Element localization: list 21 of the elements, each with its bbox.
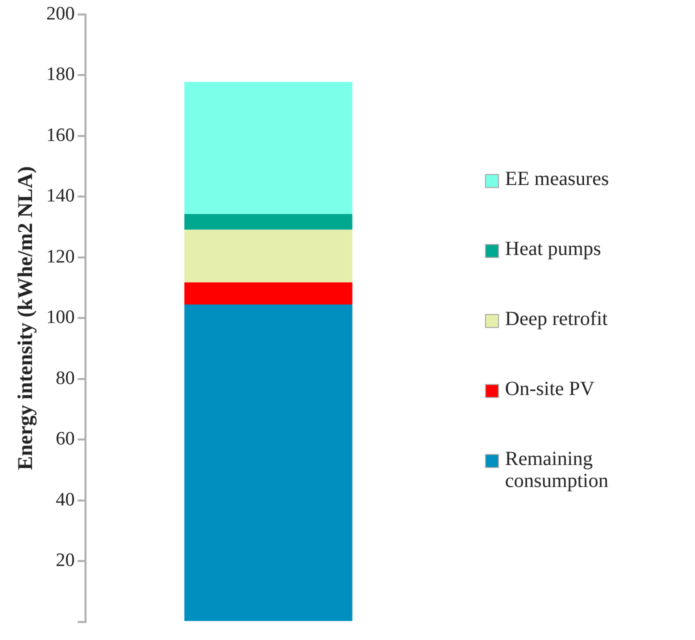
y-tick-label: 80 [56, 368, 75, 389]
text: Remaining consumption [505, 448, 610, 492]
legend-label: Heat pumps [505, 238, 602, 260]
bar [184, 82, 352, 214]
y-tick-label: 140 [46, 186, 75, 207]
y-tick-label: 40 [56, 489, 75, 510]
bar [184, 230, 352, 282]
y-tick-label: 160 [46, 124, 75, 146]
legend-label: EE measures [505, 168, 609, 190]
y-axis-title: Energy intensity (kWhe/m2 NLA) [13, 166, 38, 470]
y-tick-label: 200 [46, 3, 75, 24]
legend-label: Deep retrofit [505, 308, 608, 330]
bar [184, 282, 352, 305]
y-tick-label: 180 [46, 64, 75, 86]
y-tick-label: 100 [46, 307, 75, 328]
legend-label: On-site PV [505, 378, 594, 400]
y-tick-label: 60 [56, 428, 75, 450]
y-tick-label: 120 [46, 246, 75, 268]
bar [184, 304, 352, 621]
y-tick-label: 20 [56, 550, 75, 572]
bar [184, 214, 352, 230]
